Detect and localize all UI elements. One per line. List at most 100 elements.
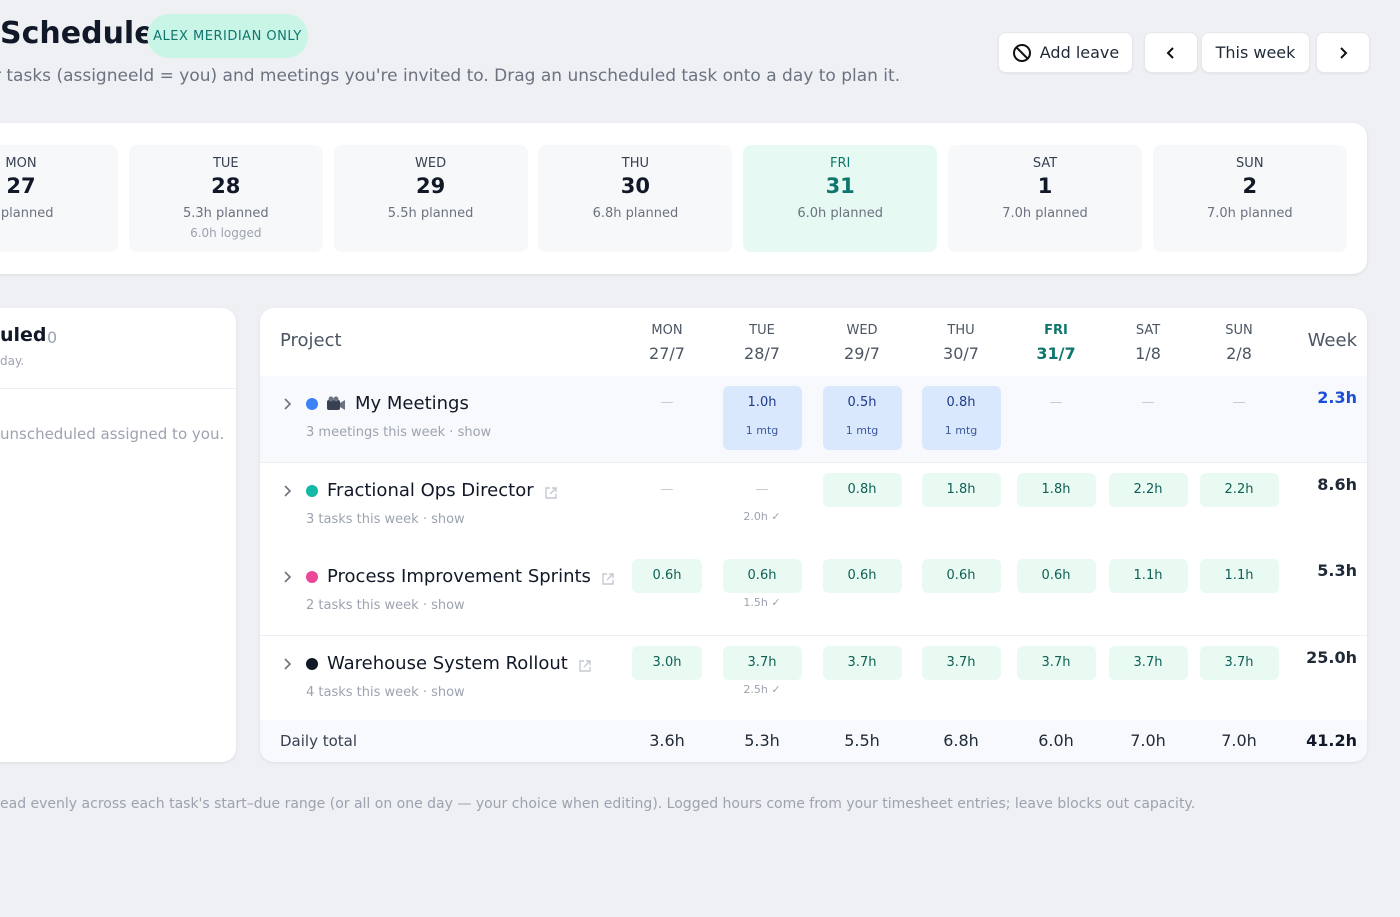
cell-value: — bbox=[660, 395, 674, 410]
column-date: 28/7 bbox=[744, 344, 780, 363]
day-planned: 5.3h planned bbox=[182, 206, 269, 221]
unscheduled-title: uled bbox=[0, 324, 47, 346]
subtitle: r tasks (assigneeId = you) and meetings … bbox=[0, 66, 901, 86]
day-planned: 6.0h planned bbox=[797, 206, 883, 221]
day-dow: WED bbox=[415, 156, 447, 171]
day-dow: SAT bbox=[1032, 156, 1058, 171]
daily-total: 6.0h bbox=[1038, 731, 1074, 750]
task-cell bbox=[1016, 559, 1096, 593]
week-total: 5.3h bbox=[1317, 561, 1357, 580]
task-cell bbox=[1016, 645, 1096, 680]
day-dow: TUE bbox=[212, 156, 239, 171]
cell-value: 3.7h bbox=[946, 654, 976, 670]
title: Schedule bbox=[0, 16, 155, 51]
column-dow: WED bbox=[846, 323, 878, 338]
expand-chevron[interactable] bbox=[282, 396, 292, 415]
external-link-icon[interactable] bbox=[544, 485, 558, 504]
unscheduled-hint: day. bbox=[0, 354, 25, 368]
task-cell bbox=[1016, 472, 1096, 507]
this-week-button[interactable]: This week bbox=[1201, 32, 1310, 73]
project-name: Fractional Ops Director bbox=[327, 479, 534, 501]
project-name: Process Improvement Sprints bbox=[327, 566, 591, 587]
project-sub[interactable]: 3 tasks this week · show bbox=[306, 511, 465, 527]
expand-chevron[interactable] bbox=[282, 656, 292, 675]
day-logged: 6.0h logged bbox=[190, 226, 262, 240]
cell-value: 3.0h bbox=[652, 654, 682, 670]
cell-sub: 1 mtg bbox=[745, 424, 779, 437]
project-dot bbox=[306, 398, 318, 410]
project-sub[interactable]: 4 tasks this week · show bbox=[306, 684, 465, 700]
project-sub[interactable]: 3 meetings this week · show bbox=[306, 425, 492, 440]
project-name: Warehouse System Rollout bbox=[327, 652, 568, 674]
day-card bbox=[0, 145, 118, 252]
day-planned: 7.0h planned bbox=[1206, 206, 1293, 221]
column-date: 27/7 bbox=[649, 344, 685, 363]
daily-total: 5.3h bbox=[744, 731, 780, 750]
expand-chevron[interactable] bbox=[282, 483, 292, 502]
task-cell bbox=[921, 559, 1001, 593]
day-strip: MON 27 h planned TUE 28 5.3h planned 6.0h logg… bbox=[0, 123, 1367, 274]
cell-sub: 2.5h ✓ bbox=[743, 682, 781, 696]
this-week-label: This week bbox=[1215, 43, 1296, 62]
task-cell bbox=[632, 559, 702, 593]
day-date: 1 bbox=[1037, 174, 1053, 198]
add-leave-button[interactable]: Add leave bbox=[998, 32, 1133, 73]
day-planned: 6.8h planned bbox=[592, 206, 679, 221]
day-date: 28 bbox=[211, 174, 241, 198]
day-card bbox=[743, 145, 938, 252]
week-total: 25.0h bbox=[1306, 647, 1357, 667]
task-cell bbox=[632, 645, 702, 680]
day-card bbox=[128, 145, 323, 252]
task-cell bbox=[822, 645, 902, 680]
external-link-icon[interactable] bbox=[601, 571, 615, 590]
column-date: 29/7 bbox=[844, 344, 880, 363]
daily-total: 6.8h bbox=[943, 731, 979, 750]
column-date: 30/7 bbox=[943, 344, 979, 363]
cell-value: 2.2h bbox=[1133, 481, 1163, 497]
unscheduled-empty: unscheduled assigned to you. bbox=[0, 425, 225, 443]
cell-value: 1.1h bbox=[1224, 568, 1254, 583]
cell-value: 0.6h bbox=[847, 568, 877, 583]
cell-value: — bbox=[755, 481, 769, 497]
cell-value: 2.2h bbox=[1224, 481, 1254, 497]
task-cell bbox=[722, 559, 802, 593]
task-cell bbox=[921, 645, 1001, 680]
daily-total: 3.6h bbox=[649, 731, 685, 750]
task-cell bbox=[921, 472, 1001, 507]
footer-bg bbox=[260, 720, 1367, 762]
cell-value: 1.0h bbox=[747, 395, 777, 410]
expand-chevron[interactable] bbox=[282, 569, 292, 588]
column-dow: FRI bbox=[1044, 323, 1068, 338]
cell-value: — bbox=[660, 481, 674, 497]
cell-value: 0.6h bbox=[946, 568, 976, 583]
day-card bbox=[538, 145, 733, 252]
week-total: 2.3h bbox=[1317, 388, 1357, 407]
project-sub[interactable]: 2 tasks this week · show bbox=[306, 598, 465, 613]
chevron-right bbox=[1340, 46, 1348, 59]
column-dow: SAT bbox=[1135, 323, 1161, 338]
camera-icon bbox=[326, 396, 346, 416]
schedule-table: Project Week MON 27/7 TUE 28/7 WED 29/7 THU 30/7 F… bbox=[260, 308, 1367, 762]
meeting-cell bbox=[822, 386, 902, 450]
project-dot bbox=[306, 571, 318, 583]
column-date: 2/8 bbox=[1226, 344, 1252, 363]
cell-value: 1.8h bbox=[1041, 481, 1071, 497]
cell-value: 3.7h bbox=[1224, 654, 1254, 670]
prev-week-button[interactable] bbox=[1144, 32, 1198, 73]
next-week-button[interactable] bbox=[1316, 32, 1370, 73]
chevron-left bbox=[1166, 46, 1174, 59]
day-card bbox=[948, 145, 1142, 252]
task-cell bbox=[1108, 645, 1188, 680]
task-cell bbox=[1199, 472, 1279, 507]
day-dow: THU bbox=[621, 156, 650, 171]
task-cell bbox=[722, 645, 802, 680]
column-dow: SUN bbox=[1225, 323, 1253, 338]
day-date: 30 bbox=[620, 174, 651, 198]
cell-value: 1.1h bbox=[1133, 568, 1163, 583]
external-link-icon[interactable] bbox=[578, 658, 592, 677]
task-cell bbox=[822, 559, 902, 593]
task-cell bbox=[1108, 559, 1188, 593]
unscheduled-count: 0 bbox=[47, 328, 58, 347]
day-dow: SUN bbox=[1236, 156, 1264, 171]
